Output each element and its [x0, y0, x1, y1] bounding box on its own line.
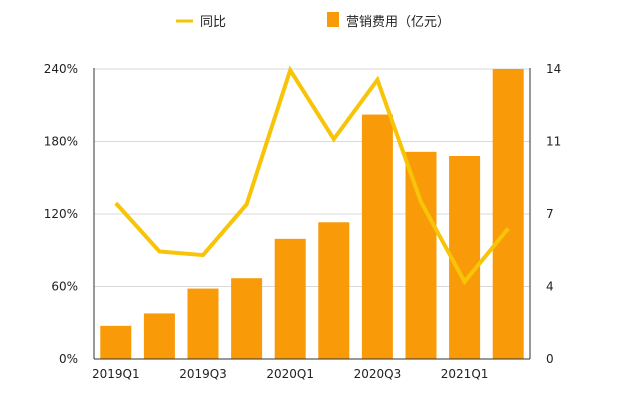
- x-tick-label: 2020Q1: [266, 367, 314, 381]
- bar-2020Q2: [318, 222, 350, 359]
- bar-series: [100, 69, 524, 359]
- right-tick-label: 11: [546, 135, 561, 149]
- bar-2021Q2: [492, 69, 524, 359]
- left-tick-label: 60%: [51, 280, 78, 294]
- right-tick-label: 7: [546, 207, 554, 221]
- bar-2019Q1: [100, 325, 132, 359]
- x-axis-ticks: 2019Q1 2019Q3 2020Q1 2020Q3 2021Q1: [92, 367, 488, 381]
- left-tick-label: 120%: [44, 207, 78, 221]
- left-axis-ticks: 0% 60% 120% 180% 240%: [44, 62, 78, 366]
- legend: 同比 营销费用（亿元）: [176, 12, 450, 30]
- bar-2021Q1: [449, 156, 481, 359]
- x-tick-label: 2019Q3: [179, 367, 227, 381]
- bar-2019Q3: [187, 288, 219, 359]
- right-axis-ticks: 0 4 7 11 14: [546, 62, 561, 366]
- legend-bar-swatch: [327, 12, 339, 27]
- bar-2020Q3: [361, 114, 393, 359]
- bar-2020Q1: [274, 238, 306, 359]
- bar-2019Q2: [143, 313, 175, 359]
- x-tick-label: 2021Q1: [441, 367, 489, 381]
- yoy-line: [114, 65, 510, 286]
- legend-label-yoy: 同比: [200, 15, 226, 30]
- left-tick-label: 180%: [44, 135, 78, 149]
- left-tick-label: 0%: [59, 352, 78, 366]
- bar-2020Q4: [405, 151, 437, 359]
- x-tick-label: 2020Q3: [354, 367, 402, 381]
- axes: [93, 68, 531, 360]
- line-series: [114, 65, 510, 286]
- legend-label-marketing-expense: 营销费用（亿元）: [346, 15, 450, 30]
- bar-2019Q4: [231, 278, 263, 359]
- left-tick-label: 240%: [44, 62, 78, 76]
- right-tick-label: 4: [546, 280, 554, 294]
- x-tick-label: 2019Q1: [92, 367, 140, 381]
- right-tick-label: 0: [546, 352, 554, 366]
- right-tick-label: 14: [546, 62, 561, 76]
